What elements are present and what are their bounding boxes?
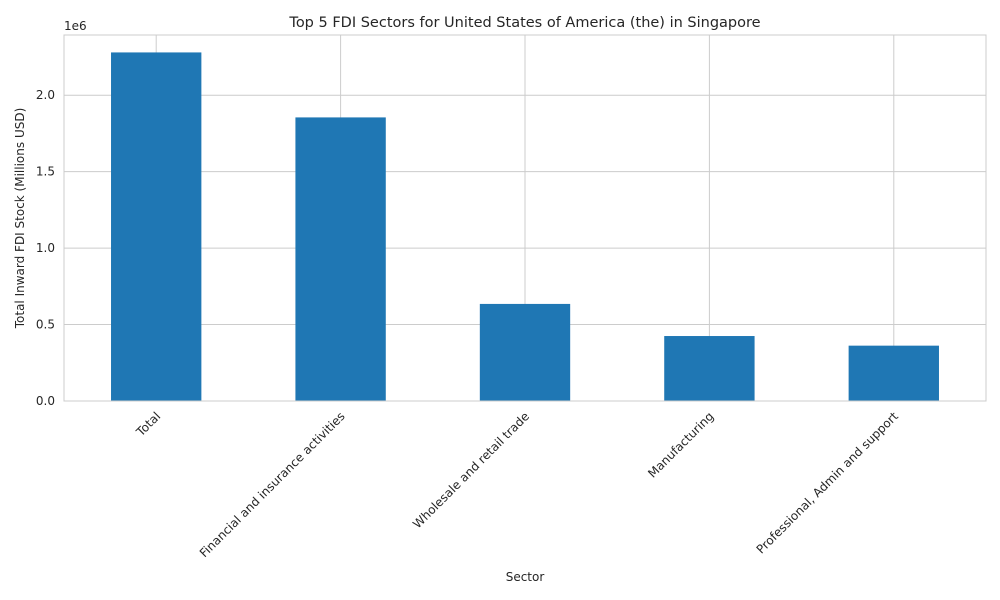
bar bbox=[479, 303, 571, 401]
bar-layer bbox=[111, 52, 939, 402]
bar bbox=[664, 336, 755, 401]
x-tick-label: Total bbox=[133, 409, 163, 439]
plot-frame bbox=[63, 34, 987, 402]
y-tick-label: 0.0 bbox=[36, 394, 55, 408]
bar bbox=[295, 117, 386, 402]
y-offset-text: 1e6 bbox=[64, 19, 87, 33]
x-tick-labels: Total Financial and insurance activities W… bbox=[133, 409, 901, 560]
y-tick-label: 0.5 bbox=[36, 318, 55, 332]
y-tick-label: 1.0 bbox=[36, 241, 55, 255]
y-axis-label: Total Inward FDI Stock (Millions USD) bbox=[13, 108, 27, 330]
y-tick-labels: 0.0 0.5 1.0 1.5 2.0 bbox=[36, 88, 55, 408]
chart-title: Top 5 FDI Sectors for United States of A… bbox=[288, 15, 760, 31]
bar bbox=[848, 345, 939, 401]
x-tick-label: Professional, Admin and support bbox=[754, 409, 901, 556]
x-tick-label: Wholesale and retail trade bbox=[410, 409, 532, 531]
y-tick-label: 2.0 bbox=[36, 88, 55, 102]
bar bbox=[111, 52, 202, 402]
y-tick-label: 1.5 bbox=[36, 165, 55, 179]
x-tick-label: Financial and insurance activities bbox=[197, 409, 348, 560]
x-tick-label: Manufacturing bbox=[645, 409, 716, 480]
x-axis-label: Sector bbox=[506, 570, 545, 584]
